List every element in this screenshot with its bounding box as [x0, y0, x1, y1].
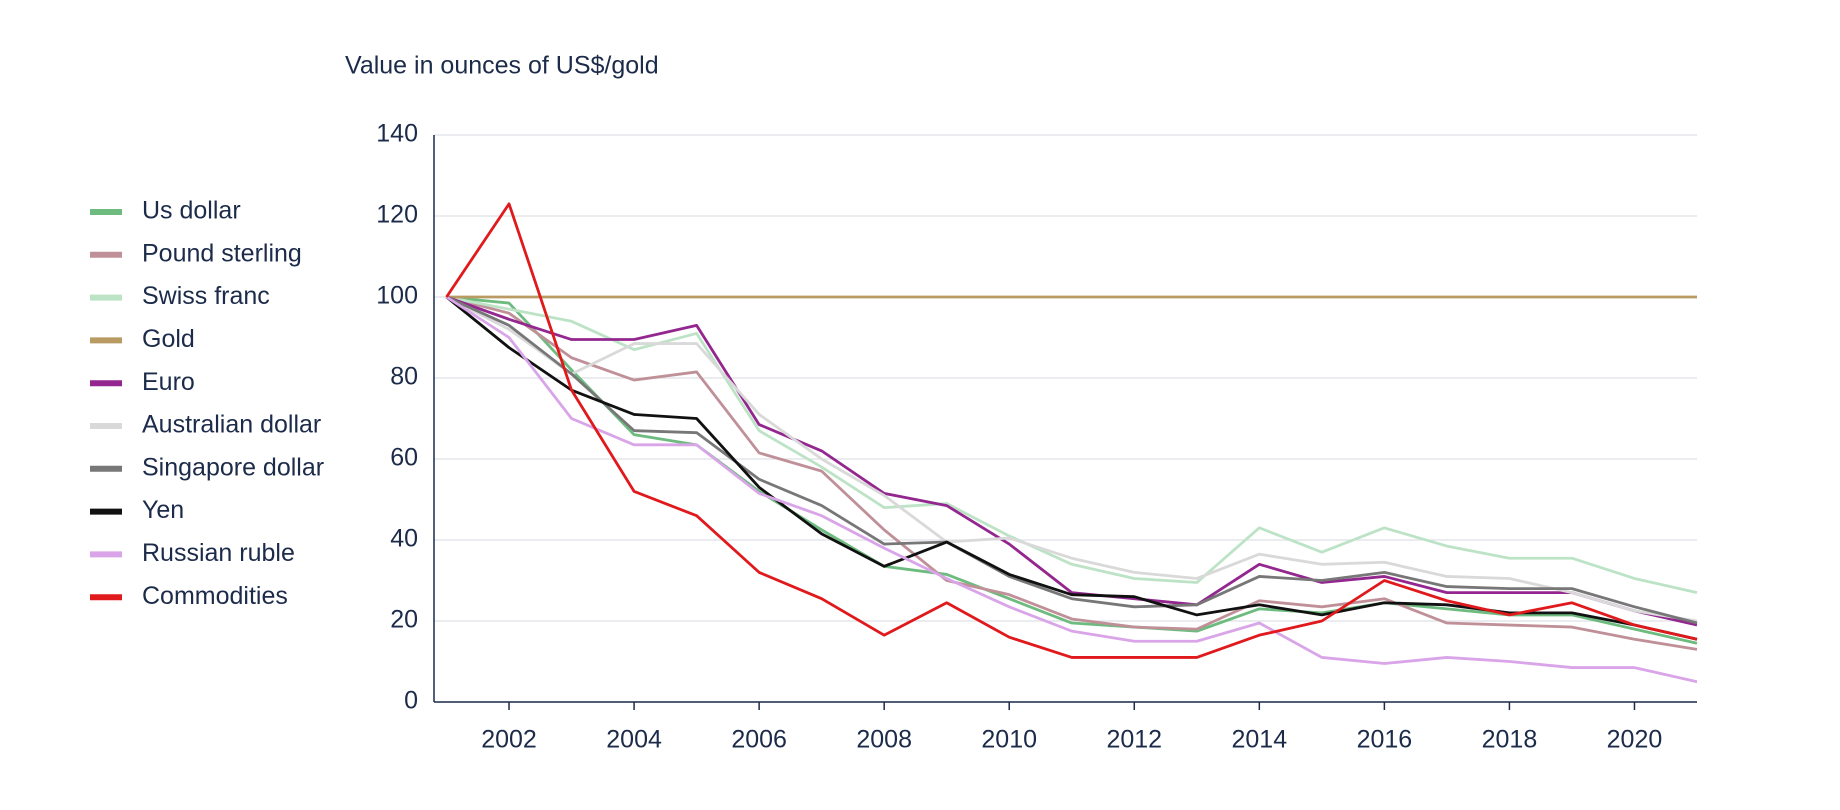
y-tick-label: 80 — [390, 363, 418, 391]
series-line — [446, 295, 1698, 627]
legend-label: Russian ruble — [142, 539, 295, 567]
series-line — [445, 295, 1698, 684]
legend-label: Gold — [142, 325, 195, 353]
x-tick-label: 2016 — [1357, 726, 1413, 754]
x-tick-label: 2020 — [1607, 726, 1663, 754]
series-line — [445, 202, 1698, 659]
legend-label: Singapore dollar — [142, 453, 324, 481]
y-tick-label: 0 — [404, 687, 418, 715]
y-tick-label: 120 — [376, 201, 418, 229]
legend-label: Euro — [142, 368, 195, 396]
chart-title: Value in ounces of US$/gold — [345, 52, 659, 80]
legend-label: Yen — [142, 496, 184, 524]
series-line — [446, 295, 1698, 651]
x-tick-label: 2002 — [481, 726, 537, 754]
legend-label: Australian dollar — [142, 411, 321, 439]
x-tick-label: 2018 — [1482, 726, 1538, 754]
legend-label: Swiss franc — [142, 282, 270, 310]
legend-label: Commodities — [142, 582, 288, 610]
x-tick-label: 2014 — [1232, 726, 1288, 754]
series-line — [445, 295, 1698, 625]
x-tick-label: 2006 — [731, 726, 787, 754]
series-line — [445, 295, 1698, 623]
x-tick-label: 2010 — [981, 726, 1037, 754]
series-line — [446, 295, 1698, 645]
y-tick-label: 40 — [390, 525, 418, 553]
legend-label: Pound sterling — [142, 239, 302, 267]
x-tick-label: 2004 — [606, 726, 662, 754]
y-tick-label: 140 — [376, 120, 418, 148]
legend-label: Us dollar — [142, 197, 241, 225]
y-tick-label: 60 — [390, 444, 418, 472]
y-tick-label: 100 — [376, 282, 418, 310]
x-tick-label: 2012 — [1106, 726, 1162, 754]
y-tick-label: 20 — [390, 606, 418, 634]
x-tick-label: 2008 — [856, 726, 912, 754]
